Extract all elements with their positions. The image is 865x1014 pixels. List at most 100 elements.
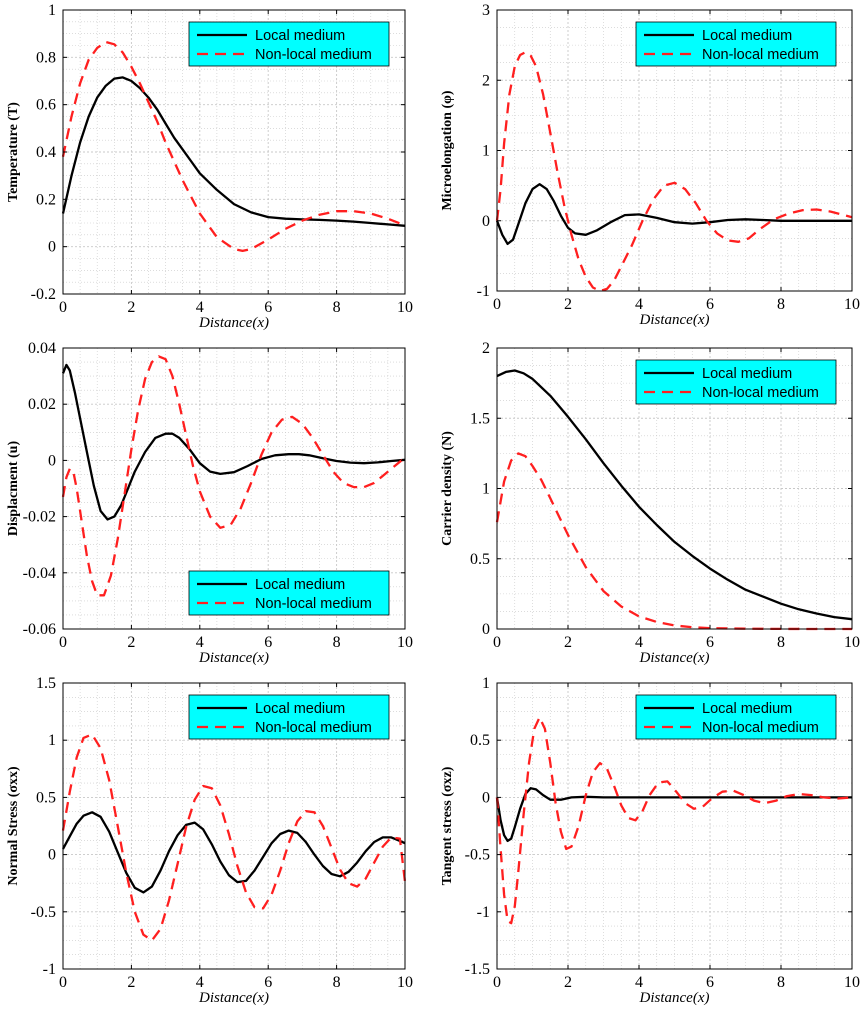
y-tick-label: 0 (48, 239, 56, 256)
x-tick-label: 2 (564, 634, 572, 651)
y-tick-label: 0 (48, 847, 56, 864)
x-tick-label: 2 (564, 296, 572, 313)
y-tick-label: 0 (482, 789, 490, 806)
x-tick-label: 8 (333, 299, 341, 316)
ticks: 0 2 4 6 8 10 -1 -0.5 0 0.5 1 1.5 (31, 675, 413, 991)
x-tick-label: 0 (493, 296, 501, 313)
y-axis-label: Carrier density (N) (440, 431, 455, 546)
x-tick-label: 10 (397, 299, 413, 316)
legend-label-nonlocal: Non-local medium (255, 720, 372, 736)
series-line-nonlocal (495, 716, 853, 925)
x-axis-label: Distance(x) (198, 650, 269, 666)
series-lines (495, 369, 853, 631)
x-tick-label: 0 (59, 974, 67, 991)
legend-box (635, 694, 837, 740)
axes-frame (62, 347, 406, 630)
x-axis-label: Distance(x) (198, 990, 269, 1006)
series-line-local (495, 183, 852, 246)
y-tick-label: 1.5 (470, 410, 490, 427)
axes-frame (496, 682, 853, 970)
series-lines (61, 733, 407, 942)
series-line-nonlocal (495, 51, 853, 293)
ticks: 0 2 4 6 8 10 -1.5 -1 -0.5 0 0.5 1 (465, 675, 860, 991)
legend: Local medium Non-local medium (188, 21, 390, 67)
y-tick-label: 0 (482, 621, 490, 638)
y-axis-label: Tangent stress (σxz) (440, 766, 455, 885)
y-tick-label: 0.2 (36, 191, 56, 208)
y-tick-label: 1 (48, 2, 56, 19)
series-line-local (61, 811, 406, 894)
axes-frame (496, 347, 853, 630)
legend-box (635, 359, 837, 405)
x-tick-label: 8 (333, 974, 341, 991)
y-tick-label: 0.6 (36, 97, 56, 114)
panel-temperature: 0 2 4 6 8 10-0.200.20.40.60.81 Distance(x) Te… (6, 2, 413, 331)
y-axis-label: Displacment (u) (6, 441, 21, 537)
panel-displacement: 0 2 4 6 8 10 -0.06 -0.04 -0.02 0 0.02 0.04 Distance… (6, 340, 413, 666)
y-tick-label: 0.02 (28, 396, 56, 413)
y-tick-label: -0.5 (31, 904, 56, 921)
x-axis-label: Distance(x) (639, 990, 710, 1006)
y-tick-label: -1.5 (465, 961, 490, 978)
x-tick-label: 0 (493, 634, 501, 651)
legend-box (188, 21, 390, 67)
y-tick-label: -0.02 (23, 509, 56, 526)
x-tick-label: 6 (706, 296, 714, 313)
x-tick-label: 0 (493, 974, 501, 991)
y-tick-label: 0.8 (36, 49, 56, 66)
series-lines (61, 40, 406, 253)
series-line-nonlocal (61, 733, 407, 942)
series-line-local (496, 369, 853, 621)
axes-frame (62, 682, 406, 970)
y-tick-label: 0.5 (36, 789, 56, 806)
y-tick-label: 0.04 (28, 340, 56, 357)
x-tick-label: 0 (59, 299, 67, 316)
legend: Local medium Non-local medium (635, 694, 837, 740)
y-tick-label: 2 (482, 72, 490, 89)
legend: Local medium Non-local medium (635, 21, 837, 67)
x-tick-label: 8 (333, 634, 341, 651)
y-tick-label: 1 (482, 481, 490, 498)
y-tick-label: 3 (482, 2, 490, 19)
legend-label-nonlocal: Non-local medium (702, 47, 819, 63)
legend-label-local: Local medium (702, 701, 792, 717)
x-tick-label: 4 (196, 299, 204, 316)
y-tick-label: 0 (48, 452, 56, 469)
y-tick-label: 0.4 (36, 144, 56, 161)
legend: Local medium Non-local medium (188, 694, 390, 740)
y-tick-label: 1.5 (36, 675, 56, 692)
legend: Local medium Non-local medium (188, 570, 390, 616)
x-tick-label: 10 (397, 634, 413, 651)
legend-box (188, 694, 390, 740)
legend-label-local: Local medium (255, 28, 345, 44)
ticks: 0 2 4 6 8 10 -0.06 -0.04 -0.02 0 0.02 0.04 (23, 340, 413, 651)
y-tick-label: -1 (477, 283, 490, 300)
x-tick-label: 6 (706, 974, 714, 991)
legend-label-nonlocal: Non-local medium (255, 596, 372, 612)
x-axis-label: Distance(x) (639, 312, 710, 328)
panel-carrier-density: 0 2 4 6 8 10 0 0.5 1 1.5 2 Distance(x) Carrier den… (440, 340, 860, 666)
y-tick-label: -0.2 (31, 286, 56, 303)
y-axis-label: Normal Stress (σxx) (6, 766, 21, 886)
legend-box (188, 570, 390, 616)
legend: Local medium Non-local medium (635, 359, 837, 405)
y-tick-label: -1 (43, 961, 56, 978)
x-tick-label: 2 (127, 634, 135, 651)
x-tick-label: 4 (635, 634, 643, 651)
legend-label-local: Local medium (702, 366, 792, 382)
legend-label-nonlocal: Non-local medium (702, 720, 819, 736)
y-tick-label: -0.5 (465, 847, 490, 864)
y-tick-label: -0.06 (23, 621, 56, 638)
y-tick-label: 0.5 (470, 551, 490, 568)
y-axis-label: Temperature (T) (6, 102, 21, 202)
legend-box (635, 21, 837, 67)
y-tick-label: 0 (482, 213, 490, 230)
series-line-nonlocal (61, 40, 406, 253)
y-tick-label: 2 (482, 340, 490, 357)
x-tick-label: 8 (777, 296, 785, 313)
series-line-nonlocal (495, 452, 852, 631)
y-tick-label: 0.5 (470, 732, 490, 749)
x-tick-label: 4 (635, 296, 643, 313)
